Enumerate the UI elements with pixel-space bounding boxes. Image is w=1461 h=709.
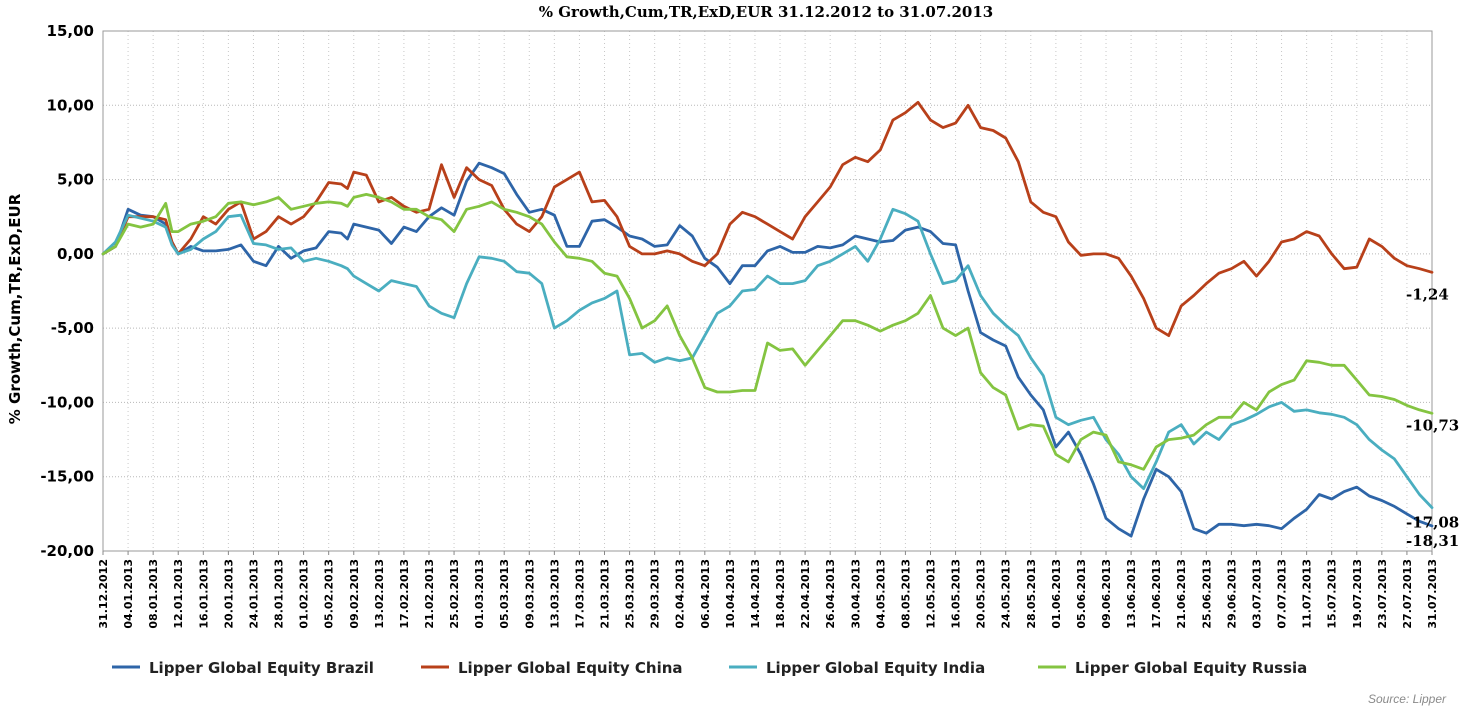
x-tick-label: 18.04.2013	[774, 559, 787, 629]
x-tick-label: 28.05.2013	[1025, 559, 1038, 629]
x-tick-label: 14.04.2013	[749, 559, 762, 629]
x-tick-label: 31.07.2013	[1426, 559, 1439, 629]
end-value-label-lipper-global-equity-china: -1,24	[1406, 285, 1449, 303]
end-value-label-lipper-global-equity-brazil: -18,31	[1406, 532, 1459, 550]
x-tick-label: 25.03.2013	[624, 559, 637, 629]
x-tick-label: 05.02.2013	[323, 559, 336, 629]
x-tick-label: 17.03.2013	[573, 559, 586, 629]
x-tick-label: 12.05.2013	[924, 559, 937, 629]
x-tick-label: 26.04.2013	[824, 559, 837, 629]
y-tick-label: -20,00	[40, 542, 94, 560]
x-tick-label: 29.06.2013	[1225, 559, 1238, 629]
y-tick-label: 15,00	[47, 22, 94, 40]
x-tick-label: 01.03.2013	[473, 559, 486, 629]
x-tick-label: 11.07.2013	[1301, 559, 1314, 629]
x-tick-label: 09.03.2013	[523, 559, 536, 629]
x-tick-label: 28.01.2013	[273, 559, 286, 629]
x-tick-label: 13.02.2013	[373, 559, 386, 629]
x-tick-label: 24.05.2013	[1000, 559, 1013, 629]
x-tick-label: 24.01.2013	[247, 559, 260, 629]
series-lines	[101, 100, 1434, 538]
x-tick-label: 31.12.2012	[97, 559, 110, 629]
y-tick-label: -5,00	[51, 319, 94, 337]
y-tick-label: 5,00	[57, 171, 94, 189]
x-tick-label: 29.03.2013	[649, 559, 662, 629]
x-tick-label: 22.04.2013	[799, 559, 812, 629]
x-tick-label: 13.03.2013	[548, 559, 561, 629]
x-tick-label: 23.07.2013	[1376, 559, 1389, 629]
y-axis-ticks: 15,00 10,00 5,00 0,00 -5,00 -10,00 -15,00 -20,0…	[40, 22, 94, 560]
x-tick-label: 08.01.2013	[147, 559, 160, 629]
chart-title: % Growth,Cum,TR,ExD,EUR 31.12.2012 to 31…	[539, 3, 993, 21]
x-tick-label: 10.04.2013	[724, 559, 737, 629]
x-tick-label: 03.07.2013	[1250, 559, 1263, 629]
x-tick-label: 15.07.2013	[1326, 559, 1339, 629]
x-tick-label: 08.05.2013	[899, 559, 912, 629]
x-tick-label: 21.02.2013	[423, 559, 436, 629]
x-tick-label: 20.01.2013	[222, 559, 235, 629]
x-tick-label: 05.06.2013	[1075, 559, 1088, 629]
x-tick-label: 20.05.2013	[975, 559, 988, 629]
series-line-lipper-global-equity-brazil	[101, 161, 1434, 538]
x-tick-label: 13.06.2013	[1125, 559, 1138, 629]
x-tick-label: 21.06.2013	[1175, 559, 1188, 629]
x-tick-label: 01.06.2013	[1050, 559, 1063, 629]
end-value-label-lipper-global-equity-russia: -10,73	[1406, 416, 1459, 434]
end-value-labels: -18,31 -1,24 -17,08 -10,73	[1406, 285, 1459, 550]
x-tick-label: 09.02.2013	[348, 559, 361, 629]
x-tick-label: 17.06.2013	[1150, 559, 1163, 629]
y-tick-label: -15,00	[40, 468, 94, 486]
x-axis-ticks: 31.12.2012 04.01.2013 08.01.2013 12.01.2013…	[97, 551, 1439, 629]
x-tick-label: 16.05.2013	[950, 559, 963, 629]
legend: Lipper Global Equity Brazil Lipper Global…	[112, 659, 1307, 677]
x-tick-label: 17.02.2013	[398, 559, 411, 629]
x-tick-label: 12.01.2013	[172, 559, 185, 629]
series-line-lipper-global-equity-russia	[101, 193, 1434, 471]
x-tick-label: 05.03.2013	[498, 559, 511, 629]
x-tick-label: 21.03.2013	[599, 559, 612, 629]
end-value-label-lipper-global-equity-india: -17,08	[1406, 514, 1459, 532]
y-tick-label: -10,00	[40, 393, 94, 411]
x-tick-label: 02.04.2013	[674, 559, 687, 629]
x-tick-label: 27.07.2013	[1401, 559, 1414, 629]
y-axis-label: % Growth,Cum,TR,ExD,EUR	[6, 193, 24, 424]
x-tick-label: 30.04.2013	[849, 559, 862, 629]
series-line-lipper-global-equity-india	[101, 207, 1434, 509]
x-tick-label: 25.06.2013	[1200, 559, 1213, 629]
source-note: Source: Lipper	[1368, 692, 1447, 706]
x-tick-label: 01.02.2013	[298, 559, 311, 629]
x-tick-label: 09.06.2013	[1100, 559, 1113, 629]
x-tick-label: 19.07.2013	[1351, 559, 1364, 629]
x-tick-label: 06.04.2013	[699, 559, 712, 629]
legend-label-lipper-global-equity-india: Lipper Global Equity India	[766, 659, 985, 677]
x-tick-label: 07.07.2013	[1276, 559, 1289, 629]
legend-label-lipper-global-equity-china: Lipper Global Equity China	[458, 659, 683, 677]
y-tick-label: 10,00	[47, 96, 94, 114]
plot-area-border	[102, 30, 1433, 552]
legend-label-lipper-global-equity-brazil: Lipper Global Equity Brazil	[149, 659, 374, 677]
x-tick-label: 04.01.2013	[122, 559, 135, 629]
x-tick-label: 25.02.2013	[448, 559, 461, 629]
y-tick-label: 0,00	[57, 245, 94, 263]
legend-label-lipper-global-equity-russia: Lipper Global Equity Russia	[1075, 659, 1307, 677]
x-tick-label: 04.05.2013	[874, 559, 887, 629]
x-tick-label: 16.01.2013	[197, 559, 210, 629]
